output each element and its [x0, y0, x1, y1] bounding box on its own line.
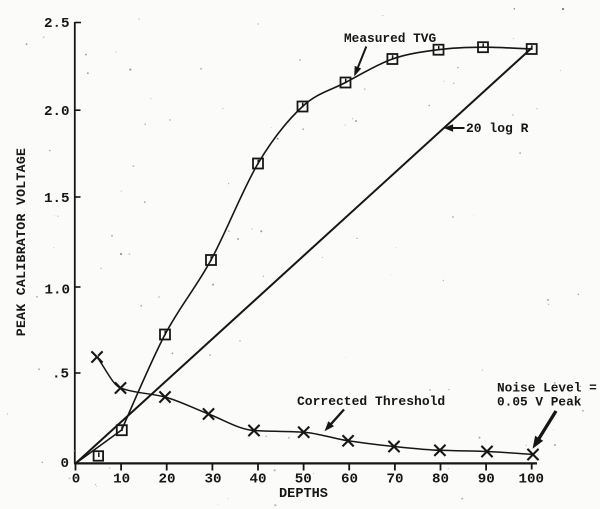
svg-text:20 log R: 20 log R: [466, 121, 529, 136]
svg-text:90: 90: [478, 472, 495, 488]
svg-text:70: 70: [386, 472, 403, 488]
svg-text:0.05 V Peak: 0.05 V Peak: [497, 395, 582, 410]
svg-text:1.5: 1.5: [44, 191, 70, 207]
svg-text:80: 80: [432, 472, 449, 488]
svg-text:10: 10: [113, 472, 130, 488]
svg-text:60: 60: [341, 472, 358, 488]
svg-text:2.5: 2.5: [44, 16, 70, 32]
svg-text:PEAK CALIBRATOR VOLTAGE: PEAK CALIBRATOR VOLTAGE: [14, 148, 29, 336]
svg-text:30: 30: [204, 472, 221, 488]
svg-text:Measured TVG: Measured TVG: [344, 31, 436, 46]
svg-text:20: 20: [158, 472, 175, 488]
svg-text:Noise Level =: Noise Level =: [497, 381, 597, 396]
svg-text:0: 0: [60, 456, 69, 472]
svg-text:40: 40: [249, 472, 266, 488]
svg-text:2.0: 2.0: [44, 104, 70, 120]
svg-text:1.0: 1.0: [44, 283, 70, 299]
svg-text:DEPTHS: DEPTHS: [279, 487, 328, 502]
svg-text:Corrected Threshold: Corrected Threshold: [297, 394, 445, 409]
svg-text:50: 50: [295, 472, 312, 488]
svg-text:.5: .5: [52, 367, 69, 383]
svg-text:0: 0: [72, 472, 81, 488]
svg-text:100: 100: [519, 472, 545, 488]
